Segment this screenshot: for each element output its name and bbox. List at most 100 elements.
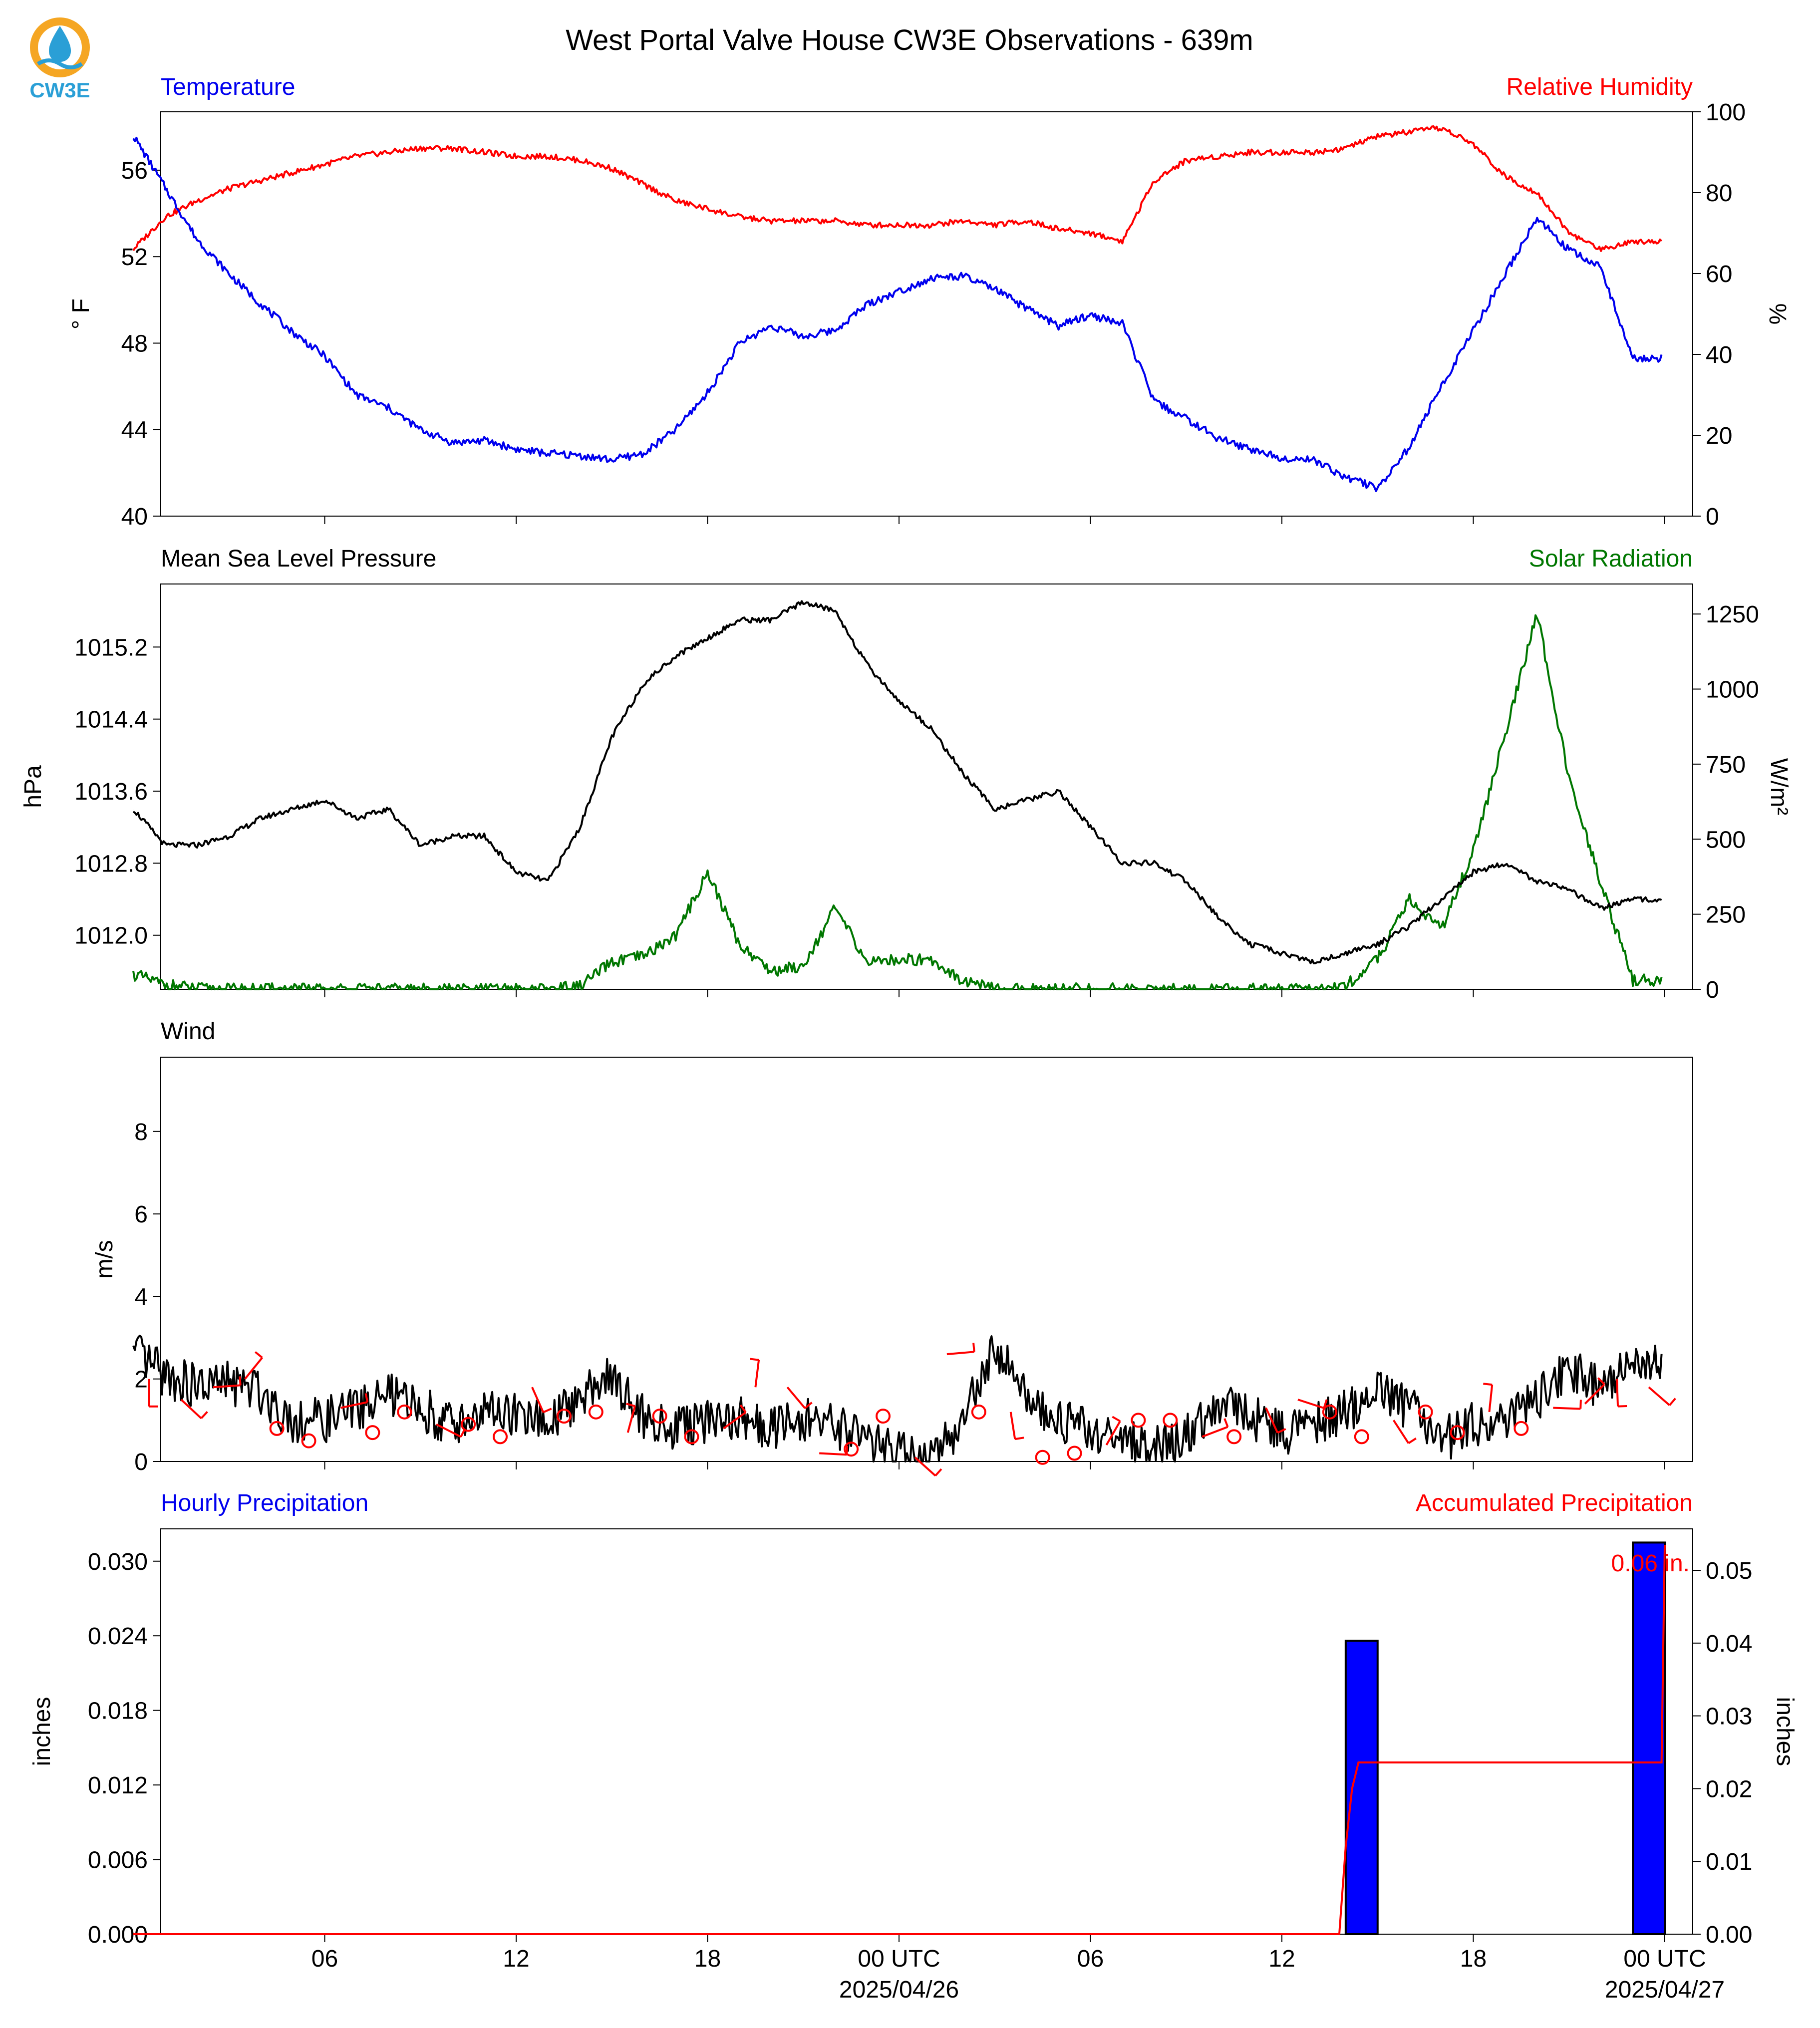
wind-calm-circle-icon [493, 1429, 508, 1445]
wind-calm-circle-icon [1322, 1404, 1337, 1420]
panel1-left-title: Temperature [161, 74, 295, 100]
panel4-ylabel-right: inches [1772, 1697, 1798, 1766]
wind-barb-icon [1393, 1420, 1410, 1444]
wind-barb-flag-icon [1014, 1437, 1024, 1441]
wind-barb-flag-icon [1408, 1437, 1417, 1445]
wind-calm-circle-icon [1067, 1446, 1082, 1461]
panel3-ytick-label: 8 [134, 1119, 148, 1146]
panel2-ytick-label: 1012.8 [74, 851, 148, 877]
logo-wave-icon [36, 58, 83, 69]
panel1-ylabel-left: ° F [68, 298, 94, 329]
wind-barb-flag-icon [1223, 1418, 1229, 1428]
panel1-ytick-right-label: 60 [1706, 261, 1732, 288]
panel4-ytick-label: 0.012 [88, 1772, 148, 1799]
wind-barb-flag-icon [255, 1351, 263, 1359]
solar-line [132, 614, 1663, 990]
wind-barb-flag-icon [1483, 1383, 1493, 1386]
panel2-ytick-label: 1014.4 [74, 707, 148, 733]
panel2-ytick-right-label: 1250 [1706, 601, 1759, 628]
wind-barb-icon [213, 1384, 241, 1389]
humidity-line [132, 125, 1662, 252]
pressure-line [132, 600, 1662, 964]
panel2-ytick-right-label: 1000 [1706, 677, 1759, 703]
wind-barb-flag-icon [972, 1343, 975, 1352]
panel3-ytick-label: 0 [134, 1449, 148, 1475]
time-tick-label: 06 [311, 1946, 338, 1972]
panel2-ylabel-right: W/m² [1766, 758, 1792, 816]
panel1-ytick-right-label: 20 [1706, 423, 1732, 449]
wind-barb-flag-icon [200, 1411, 208, 1419]
temperature-line [132, 136, 1663, 492]
accumulated-precip-line [133, 1545, 1666, 1935]
wind-speed-line [132, 1335, 1663, 1462]
wind-barb-icon [754, 1360, 760, 1388]
cw3e-logo: CW3E [29, 17, 90, 102]
wind-calm-circle-icon [1450, 1425, 1465, 1441]
panel4-ylabel-left: inches [29, 1697, 55, 1766]
panel2-ytick-label: 1013.6 [74, 779, 148, 805]
wind-calm-circle-icon [876, 1409, 891, 1424]
wind-barb-icon [946, 1351, 974, 1356]
wind-barb-icon [1265, 1407, 1279, 1434]
wind-barb-icon [1009, 1412, 1016, 1440]
wind-calm-circle-icon [269, 1421, 285, 1436]
panel4-ytick-label: 0.030 [88, 1549, 148, 1575]
wind-barb-flag-icon [934, 1468, 942, 1476]
wind-calm-circle-icon [588, 1404, 604, 1420]
temperature-humidity-panel: Temperature Relative Humidity 4044485256… [68, 74, 1791, 530]
panel2-ytick-right-label: 0 [1706, 977, 1719, 1003]
wind-calm-circle-icon [301, 1433, 316, 1449]
wind-barb-icon [244, 1357, 263, 1380]
time-tick-label: 18 [694, 1946, 721, 1972]
date-label: 2025/04/26 [839, 1977, 959, 2003]
wind-barb-icon [819, 1452, 847, 1456]
figure-title: West Portal Valve House CW3E Observation… [566, 24, 1253, 56]
wind-calm-circle-icon [1163, 1413, 1178, 1428]
precip-bar [1344, 1640, 1379, 1936]
wind-barb-flag-icon [1597, 1377, 1605, 1385]
panel1-ytick-right-label: 0 [1706, 504, 1719, 530]
wind-barb-icon [1105, 1421, 1121, 1446]
panel2-right-title: Solar Radiation [1529, 546, 1693, 572]
wind-barb-flag-icon [1112, 1416, 1121, 1423]
wind-calm-circle-icon [652, 1409, 667, 1424]
precip-bar [1632, 1541, 1666, 1935]
wind-barb-flag-icon [739, 1404, 747, 1413]
wind-barb-icon [531, 1387, 545, 1413]
time-axis: 06 12 18 00 UTC 06 12 18 00 UTC 2025/04/26 2025/0… [311, 1946, 1725, 2003]
wind-barb-icon [1202, 1426, 1228, 1438]
wind-barb-flag-icon [1323, 1399, 1328, 1409]
wind-calm-circle-icon [684, 1429, 699, 1445]
wind-barb-icon [626, 1406, 636, 1433]
wind-barb-flag-icon [626, 1403, 635, 1407]
panel2-ylabel-left: hPa [20, 765, 46, 808]
panel4-plot: 0.0000.0060.0120.0180.0240.0300.000.010.… [29, 1528, 1798, 1948]
wind-calm-circle-icon [556, 1409, 572, 1424]
logo-ring-icon [30, 17, 90, 77]
wind-calm-circle-icon [1514, 1421, 1529, 1436]
panel1-frame [160, 111, 1693, 517]
wind-barb-icon [1584, 1383, 1605, 1405]
wind-barb-flag-icon [364, 1393, 369, 1403]
panel3-left-title: Wind [161, 1018, 215, 1045]
panel1-right-title: Relative Humidity [1507, 74, 1693, 100]
panel4-ytick-right-label: 0.04 [1706, 1631, 1752, 1657]
panel4-ytick-right-label: 0.00 [1706, 1922, 1752, 1948]
panel1-ytick-right-label: 80 [1706, 180, 1732, 207]
wind-calm-circle-icon [1131, 1413, 1146, 1428]
panel2-ytick-right-label: 250 [1706, 902, 1746, 928]
wind-barb-flag-icon [749, 1358, 759, 1361]
wind-calm-circle-icon [397, 1404, 412, 1420]
panel1-ytick-right-label: 40 [1706, 342, 1732, 368]
wind-barb-icon [1297, 1399, 1324, 1409]
precipitation-panel: Hourly Precipitation Accumulated Precipi… [29, 1490, 1798, 1948]
time-tick-label: 12 [503, 1946, 529, 1972]
panel1-ytick-label: 48 [121, 330, 148, 357]
panel4-right-title: Accumulated Precipitation [1416, 1490, 1693, 1516]
wind-barb-flag-icon [1617, 1405, 1627, 1408]
wind-calm-circle-icon [1226, 1429, 1242, 1445]
panel2-left-title: Mean Sea Level Pressure [161, 546, 436, 572]
wind-barb-icon [786, 1386, 806, 1409]
